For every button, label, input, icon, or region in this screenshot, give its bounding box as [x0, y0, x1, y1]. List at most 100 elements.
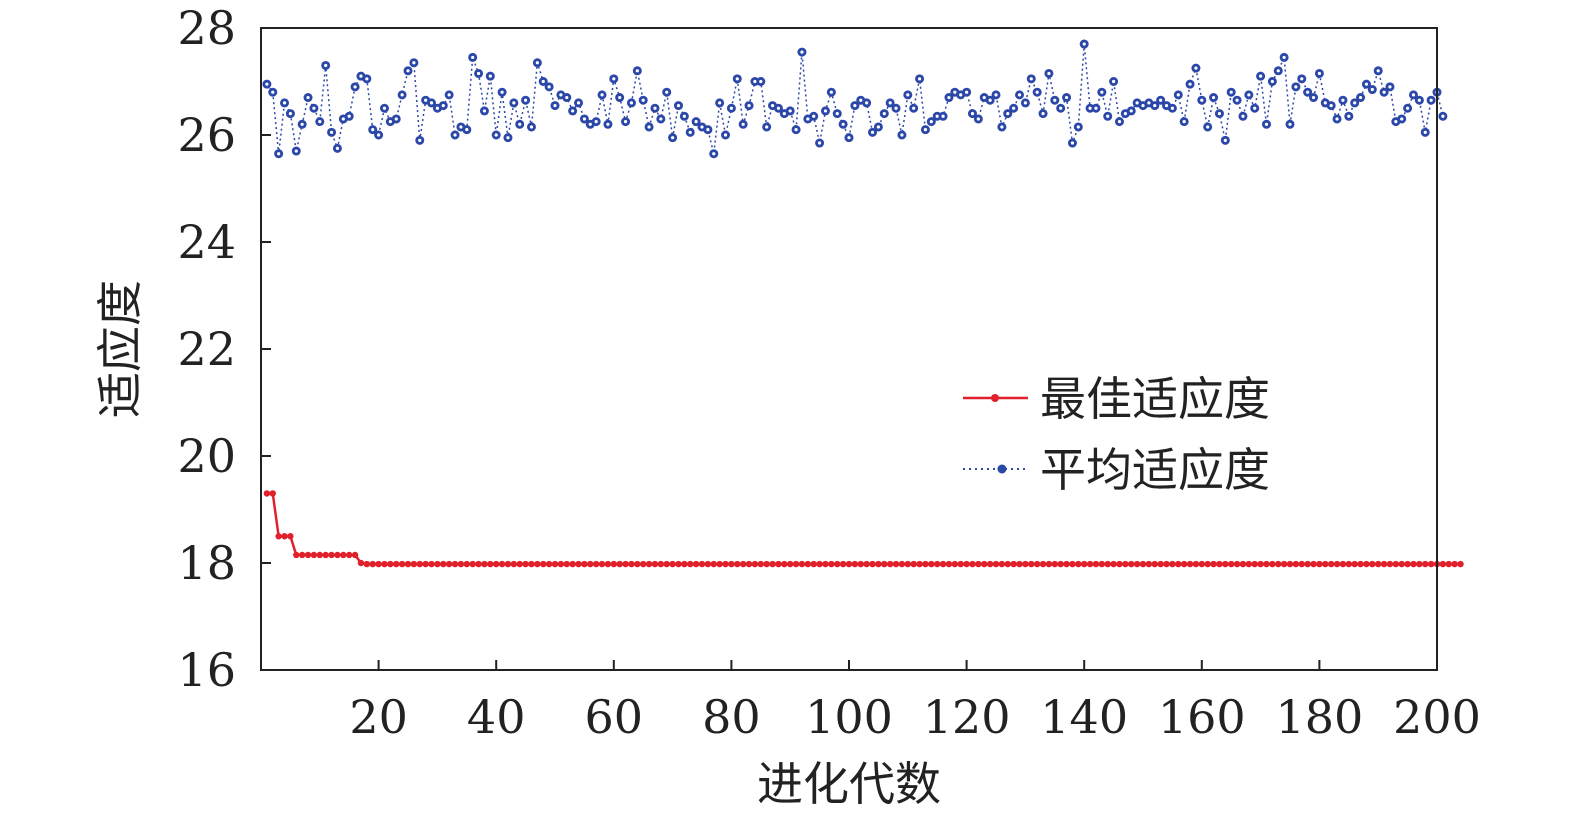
average-fitness-point-center — [335, 146, 340, 150]
average-fitness-point-center — [859, 98, 863, 102]
best-fitness-point — [516, 560, 523, 568]
average-fitness-point-center — [606, 122, 610, 126]
average-fitness-point-center — [829, 90, 833, 94]
best-fitness-point — [1210, 560, 1217, 568]
best-fitness-point — [1163, 560, 1170, 568]
average-fitness-point-center — [329, 130, 334, 134]
average-fitness-point-center — [753, 79, 757, 84]
best-fitness-point — [1228, 560, 1235, 568]
average-fitness-point-center — [594, 120, 598, 124]
best-fitness-point — [1004, 560, 1011, 568]
best-fitness-point — [545, 560, 553, 568]
average-fitness-point-center — [365, 77, 369, 81]
average-fitness-point-center — [265, 82, 269, 86]
y-tick-label: 24 — [177, 215, 236, 269]
best-fitness-point — [287, 533, 294, 540]
best-fitness-point — [440, 560, 447, 568]
average-fitness-point-center — [1117, 120, 1122, 124]
best-fitness-point — [357, 559, 365, 567]
average-fitness-point-center — [1235, 98, 1239, 102]
average-fitness-point-center — [494, 133, 498, 137]
average-fitness-point-center — [506, 136, 510, 140]
average-fitness-point-center — [1429, 98, 1433, 102]
average-fitness-point-center — [476, 71, 481, 76]
average-fitness-point-center — [1370, 87, 1374, 92]
best-fitness-point — [781, 560, 788, 568]
average-fitness-point-center — [953, 90, 957, 94]
average-fitness-point-center — [582, 117, 587, 121]
best-fitness-point — [1292, 560, 1300, 568]
best-fitness-point — [293, 551, 300, 559]
best-fitness-point — [510, 560, 518, 568]
average-fitness-point-center — [1406, 106, 1410, 110]
best-fitness-point — [1410, 560, 1417, 568]
average-fitness-point-center — [1353, 101, 1357, 105]
average-fitness-point-center — [1041, 112, 1045, 116]
best-fitness-point — [534, 560, 541, 568]
best-fitness-point — [898, 560, 906, 568]
average-fitness-point-center — [1147, 101, 1151, 105]
best-fitness-point — [1075, 560, 1082, 568]
best-fitness-point — [445, 560, 453, 568]
best-fitness-point — [804, 560, 812, 568]
best-fitness-point — [1333, 560, 1341, 568]
average-fitness-point-center — [1394, 120, 1398, 124]
best-fitness-point — [1422, 560, 1429, 568]
best-fitness-point — [598, 560, 606, 568]
average-fitness-point-center — [841, 122, 845, 126]
average-fitness-point-center — [718, 101, 722, 105]
average-fitness-point-center — [770, 103, 775, 108]
best-fitness-point — [587, 560, 594, 568]
best-fitness-point — [416, 560, 423, 568]
best-fitness-point — [1092, 560, 1100, 568]
average-fitness-point-center — [759, 79, 763, 84]
x-tick-label: 160 — [1158, 690, 1246, 744]
best-fitness-point — [1298, 560, 1305, 568]
y-axis-label: 适应度 — [93, 280, 147, 418]
average-fitness-point-center — [923, 128, 928, 132]
average-fitness-point-center — [318, 120, 322, 124]
average-fitness-line — [266, 43, 1444, 154]
best-fitness-point — [310, 551, 318, 559]
best-fitness-point — [422, 560, 429, 568]
best-fitness-point — [481, 560, 488, 568]
average-fitness-point-center — [418, 138, 422, 142]
average-fitness-point-center — [888, 101, 892, 105]
best-fitness-point — [675, 560, 682, 568]
plot-frame — [260, 27, 1438, 671]
average-fitness-point-center — [1288, 122, 1292, 126]
best-fitness-point — [757, 560, 764, 568]
average-fitness-point-center — [741, 122, 745, 126]
x-axis-label: 进化代数 — [757, 757, 941, 811]
average-fitness-point-center — [994, 93, 998, 97]
best-fitness-point — [1133, 560, 1141, 568]
average-fitness-point-center — [900, 133, 904, 137]
best-fitness-point — [828, 560, 835, 568]
best-fitness-point — [616, 560, 623, 568]
best-fitness-point — [263, 490, 271, 497]
average-fitness-point-center — [876, 125, 881, 129]
y-tick-label: 20 — [177, 429, 236, 483]
best-fitness-point — [1122, 560, 1129, 568]
best-fitness-point — [857, 560, 864, 568]
best-fitness-point — [393, 560, 400, 568]
best-fitness-point — [1033, 560, 1041, 568]
best-fitness-point — [969, 560, 976, 568]
x-tick-label: 20 — [349, 690, 408, 744]
best-fitness-point — [687, 560, 694, 568]
best-fitness-point — [1375, 560, 1382, 568]
best-fitness-point — [892, 560, 900, 568]
average-fitness-point-center — [1364, 82, 1369, 86]
average-fitness-point-center — [500, 90, 504, 94]
average-fitness-point-center — [547, 85, 551, 89]
x-tick-label: 40 — [467, 690, 526, 744]
average-fitness-point-center — [1123, 112, 1127, 116]
average-fitness-point-center — [847, 136, 851, 140]
average-fitness-point-center — [1253, 106, 1257, 110]
best-fitness-point — [1416, 560, 1423, 568]
best-fitness-point — [1345, 560, 1353, 568]
best-fitness-point — [869, 560, 876, 568]
average-fitness-point-center — [665, 90, 669, 94]
best-fitness-point — [334, 551, 341, 559]
